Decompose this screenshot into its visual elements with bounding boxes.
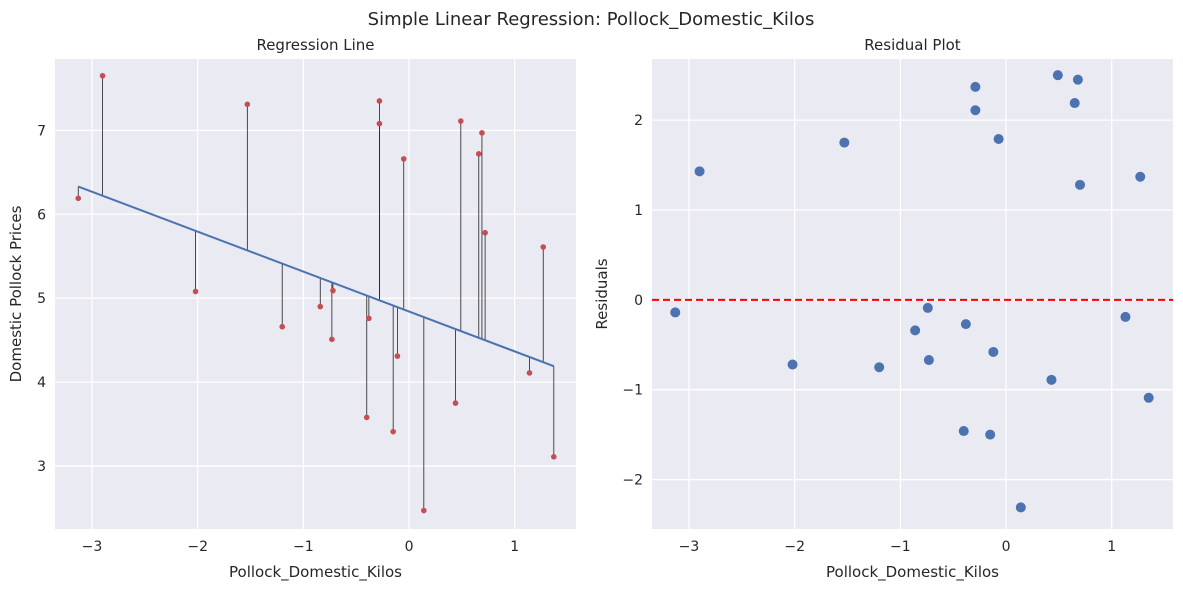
residual-point (1120, 311, 1131, 322)
data-point (75, 195, 82, 202)
y-axis-label: Domestic Pollock Prices (7, 205, 25, 382)
plot-area (652, 59, 1173, 529)
data-point (279, 323, 286, 330)
data-point (366, 315, 372, 322)
plot-area (55, 59, 576, 529)
residual-point (1135, 171, 1146, 182)
residual-point (960, 319, 971, 330)
data-point (363, 414, 370, 421)
x-tick-label: −3 (679, 539, 700, 555)
residual-point (670, 307, 681, 318)
data-points (670, 70, 1154, 513)
x-tick-label: 0 (1002, 539, 1011, 555)
regression-line-panel: −3 −2 −1 0 1 3 4 5 6 7 Regression Line Pollock_Do… (7, 36, 576, 582)
residual-point (993, 133, 1004, 144)
x-tick-label: −2 (187, 539, 208, 555)
x-tick-label: −3 (82, 539, 103, 555)
x-tick-label: 1 (510, 539, 519, 555)
grid (652, 59, 1173, 529)
regression-line (77, 185, 555, 368)
y-tick-label: 2 (634, 113, 643, 129)
x-axis-label: Pollock_Domestic_Kilos (826, 563, 999, 582)
y-tick-label: 5 (37, 291, 46, 307)
residual-point (1046, 374, 1057, 385)
regression-elements (77, 75, 555, 511)
data-point (99, 72, 106, 79)
x-tick-label: −1 (293, 539, 314, 555)
residual-point (1075, 179, 1086, 190)
residual-point (1072, 74, 1083, 85)
data-point (376, 120, 383, 127)
residual-point (922, 302, 933, 313)
residual-plot-panel: −3 −2 −1 0 1 −2 −1 0 1 2 Residual Plot Pollock_Do… (593, 36, 1173, 582)
y-tick-label: −2 (622, 473, 643, 489)
residual-point (1052, 70, 1063, 81)
y-tick-label: 3 (37, 459, 46, 475)
residual-point (1143, 392, 1154, 403)
y-tick-label: 7 (37, 123, 46, 139)
y-tick-label: 6 (37, 207, 46, 223)
y-tick-label: −1 (622, 383, 643, 399)
x-tick-label: 1 (1107, 539, 1116, 555)
data-point (458, 118, 464, 124)
residual-point (787, 359, 798, 370)
data-point (329, 336, 335, 343)
data-points (75, 72, 557, 514)
x-tick-label: 0 (405, 539, 414, 555)
tick-labels: −3 −2 −1 0 1 −2 −1 0 1 2 (622, 113, 1116, 555)
data-point (421, 507, 427, 514)
residual-point (694, 166, 705, 177)
data-point (551, 454, 557, 460)
axes-title: Regression Line (256, 36, 374, 54)
y-tick-label: 0 (634, 293, 643, 309)
data-point (192, 288, 199, 295)
data-point (400, 156, 407, 162)
data-point (452, 400, 459, 406)
y-tick-label: 1 (634, 203, 643, 219)
residual-point (839, 137, 850, 148)
residual-point (970, 105, 981, 116)
y-axis-label: Residuals (593, 258, 611, 329)
residual-point (958, 426, 969, 437)
data-point (475, 151, 482, 157)
residual-point (1069, 98, 1080, 109)
residual-point (874, 362, 885, 373)
axes-title: Residual Plot (864, 36, 961, 54)
figure-title: Simple Linear Regression: Pollock_Domest… (368, 9, 815, 30)
x-tick-label: −1 (890, 539, 911, 555)
residual-point (970, 81, 981, 92)
data-point (526, 370, 533, 376)
data-point (394, 353, 401, 359)
data-point (317, 303, 324, 310)
data-point (330, 287, 336, 294)
data-point (540, 244, 547, 250)
data-point (479, 130, 485, 136)
residual-point (988, 346, 999, 357)
residual-point (923, 355, 934, 366)
residual-point (985, 429, 996, 440)
x-tick-label: −2 (784, 539, 805, 555)
x-axis-label: Pollock_Domestic_Kilos (229, 563, 402, 582)
tick-labels: −3 −2 −1 0 1 3 4 5 6 7 (37, 123, 519, 555)
data-point (482, 229, 488, 236)
residual-point (910, 325, 921, 336)
data-point (376, 98, 383, 104)
residual-point (1015, 502, 1026, 513)
y-tick-label: 4 (37, 375, 46, 391)
grid (55, 59, 576, 529)
data-point (390, 428, 396, 435)
data-point (244, 101, 251, 108)
